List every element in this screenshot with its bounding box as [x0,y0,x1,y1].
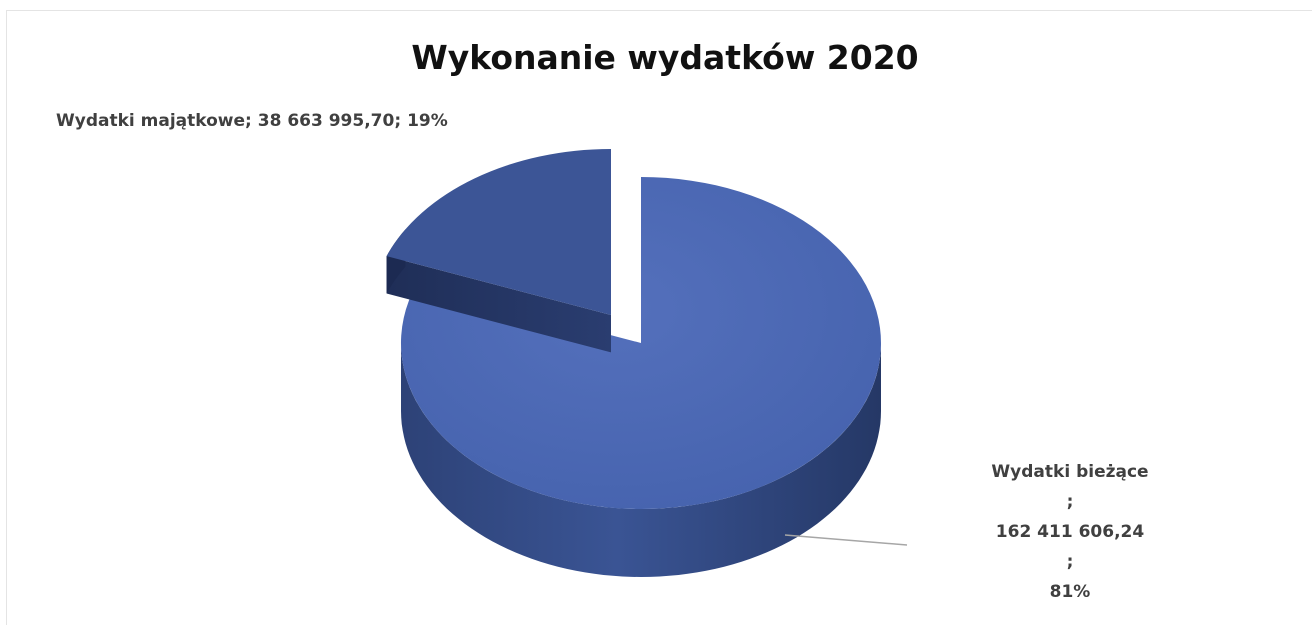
label-percent-biezace: 81% [1049,582,1091,602]
slice-side-wydatki-majatkowe [386,256,611,353]
data-label-wydatki-biezace: Wydatki bieżące; 162 411 606,24; 81% [940,457,1200,607]
label-value-majatkowe: 38 663 995,70 [257,111,395,131]
label-percent-majatkowe: 19% [407,111,448,131]
slice-wydatki-majatkowe [386,149,611,315]
data-label-wydatki-majatkowe: Wydatki majątkowe; 38 663 995,70; 19% [56,111,448,131]
chart-title: Wykonanie wydatków 2020 [411,38,919,77]
label-category-biezace: Wydatki bieżące [991,462,1149,482]
chart-frame [6,10,1312,625]
leader-line-big [784,534,908,546]
slice-side-wydatki-biezace [401,343,881,577]
label-value-biezace: 162 411 606,24 [995,522,1145,542]
label-category-majatkowe: Wydatki majątkowe [56,111,246,131]
slice-wydatki-biezace [400,177,881,509]
